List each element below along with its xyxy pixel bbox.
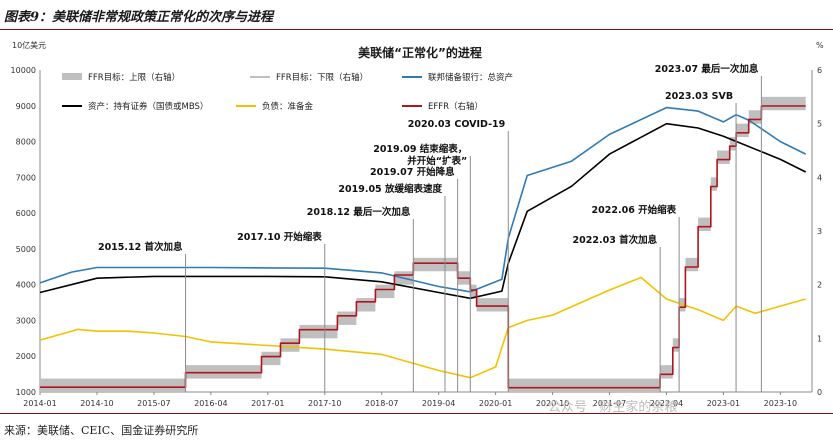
securities-line (39, 122, 807, 300)
ffr-band-segment (717, 150, 730, 164)
legend-label: 联邦储备银行：总资产 (428, 72, 513, 83)
bottom-rule (0, 413, 833, 414)
ffr-band-segment (375, 284, 395, 299)
left-tick-label: 8000 (16, 138, 36, 147)
left-tick-label: 2000 (16, 352, 36, 361)
left-axis-unit: 10亿美元 (12, 40, 46, 50)
left-tick-label: 9000 (16, 102, 36, 111)
legend-label: EFFR（右轴） (428, 101, 483, 112)
ffr-band-segment (748, 110, 762, 124)
right-tick-label: 3 (817, 227, 822, 236)
title-rule (0, 29, 833, 30)
legend: FFR目标：上限（右轴） FFR目标：下限（右轴） 联邦储备银行：总资产资产：持有证… (62, 72, 513, 112)
x-tick-label: 2022-04 (650, 399, 683, 408)
legend-label: FFR目标：下限（右轴） (276, 72, 368, 83)
legend-label: 负债：准备金 (262, 101, 314, 112)
left-tick-label: 6000 (16, 209, 36, 218)
watermark-text: 公众号 · 财主家的余粮 (548, 400, 678, 415)
policy-normalization-chart: 美联储“正常化”的进程 10亿美元 % 1000 2000 3000 4000 5000… (11, 40, 824, 408)
ffr-band-segment (761, 96, 806, 111)
x-tick-label: 2017-01 (251, 399, 284, 408)
x-tick-label: 2014-01 (23, 399, 56, 408)
legend-label: 资产：持有证券（国债或MBS） (88, 101, 208, 112)
x-tick-label: 2017-10 (308, 399, 341, 408)
annotation-label: 2022.03 首次加息 (573, 234, 658, 246)
left-tick-label: 10000 (11, 66, 36, 75)
left-tick-label: 5000 (16, 245, 36, 254)
ffr-band-segment (736, 123, 749, 138)
effr-line (40, 105, 806, 389)
annotations-layer: 2015.12 首次加息 2017.10 开始缩表 2018.12 最后一次加息 20… (98, 63, 762, 392)
figure-title: 图表9：美联储非常规政策正常化的次序与进程 (4, 10, 274, 25)
ffr-band-segment (261, 351, 281, 366)
annotation-label: 2018.12 最后一次加息 (307, 206, 411, 218)
ffr-band-segment (185, 365, 262, 379)
annotation-label: 2019.07 开始降息 (370, 166, 455, 178)
legend-swatch (62, 73, 82, 80)
x-tick-label: 2015-07 (137, 399, 170, 408)
ffr-band-segment (710, 177, 718, 191)
x-tick-label: 2014-10 (80, 399, 113, 408)
ffr-band-segment (698, 217, 711, 231)
x-tick-label: 2020-10 (536, 399, 569, 408)
right-tick-label: 2 (817, 281, 822, 290)
ffr-band-segment (672, 338, 680, 352)
ffr-band-segment (299, 324, 338, 339)
x-tick-label: 2023-10 (764, 399, 797, 408)
annotation-label: 并开始“扩表” (407, 155, 467, 167)
right-tick-label: 5 (817, 120, 822, 129)
source-note: 来源：美联储、CEIC、国金证券研究所 (4, 424, 199, 437)
annotation-label: 2019.09 结束缩表， (373, 143, 467, 155)
ffr-band-segment (476, 298, 509, 312)
x-tick-label: 2021-07 (593, 399, 626, 408)
annotation-label: 2017.10 开始缩表 (237, 231, 322, 243)
x-tick-label: 2016-04 (194, 399, 227, 408)
ffr-band-segment (40, 378, 186, 392)
annotation-label: 2020.03 COVID-19 (408, 119, 505, 130)
left-tick-label: 3000 (16, 316, 36, 325)
annotation-label: 2019.05 放缓缩表速度 (338, 183, 442, 195)
axes-layer: 1000 2000 3000 4000 5000 6000 7000 8000 9000 1000… (11, 66, 823, 408)
right-tick-label: 6 (817, 66, 822, 75)
annotation-label: 2023.03 SVB (665, 91, 733, 102)
ffr-band-segment (337, 311, 357, 325)
ffr-band-segment (729, 137, 737, 151)
x-tick-label: 2023-01 (707, 399, 740, 408)
reserves-line (39, 276, 806, 379)
annotation-label: 2023.07 最后一次加息 (655, 63, 759, 75)
ffr-band-segment (685, 257, 699, 272)
right-tick-label: 1 (817, 334, 822, 343)
left-tick-label: 7000 (16, 173, 36, 182)
ffr-band-segment (508, 378, 661, 392)
left-tick-label: 4000 (16, 281, 36, 290)
ffr-band-segment (280, 338, 300, 352)
annotation-label: 2022.06 开始缩表 (592, 204, 677, 216)
right-tick-label: 0 (817, 388, 822, 397)
series-layer (39, 96, 807, 392)
x-tick-label: 2018-07 (365, 399, 398, 408)
ffr-band-segment (413, 257, 458, 272)
total-assets-line (39, 106, 807, 293)
annotation-label: 2015.12 首次加息 (98, 241, 183, 253)
legend-label: FFR目标：上限（右轴） (88, 72, 180, 83)
x-tick-label: 2019-04 (422, 399, 455, 408)
right-tick-label: 4 (817, 173, 822, 182)
ffr-band-segment (660, 365, 673, 379)
x-tick-label: 2020-01 (479, 399, 512, 408)
chart-title: 美联储“正常化”的进程 (358, 45, 482, 60)
right-axis-unit: % (816, 41, 824, 50)
left-tick-label: 1000 (16, 388, 36, 397)
ffr-band-segment (356, 298, 376, 312)
